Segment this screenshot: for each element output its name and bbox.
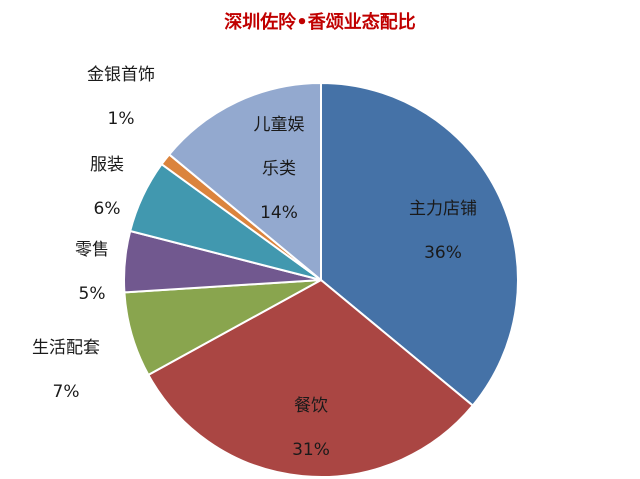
pie-value-label-1: 31% xyxy=(292,440,330,460)
pie-value-label-4: 6% xyxy=(94,199,121,219)
pie-slice-1 xyxy=(147,278,475,478)
pie-value-label-6: 14% xyxy=(260,203,298,223)
pie-value-label-3: 5% xyxy=(79,284,106,304)
pie-value-label-5: 1% xyxy=(108,109,135,129)
pie-slices xyxy=(123,81,519,478)
pie-label-6-1: 乐类 xyxy=(262,159,296,179)
chart-title: 深圳佐阾•香颂业态配比 xyxy=(224,12,416,33)
pie-label-4-0: 服装 xyxy=(90,155,124,175)
pie-value-label-0: 36% xyxy=(424,243,462,263)
pie-label-0-0: 主力店铺 xyxy=(409,199,477,219)
pie-label-5-0: 金银首饰 xyxy=(87,65,155,85)
pie-label-3-0: 零售 xyxy=(75,240,109,260)
pie-slice-0 xyxy=(320,81,519,407)
pie-slice-6 xyxy=(167,81,322,283)
pie-label-6-0: 儿童娱 xyxy=(254,115,305,135)
pie-label-2-0: 生活配套 xyxy=(32,338,100,358)
pie-value-label-2: 7% xyxy=(53,382,80,402)
pie-label-1-0: 餐饮 xyxy=(294,396,328,416)
